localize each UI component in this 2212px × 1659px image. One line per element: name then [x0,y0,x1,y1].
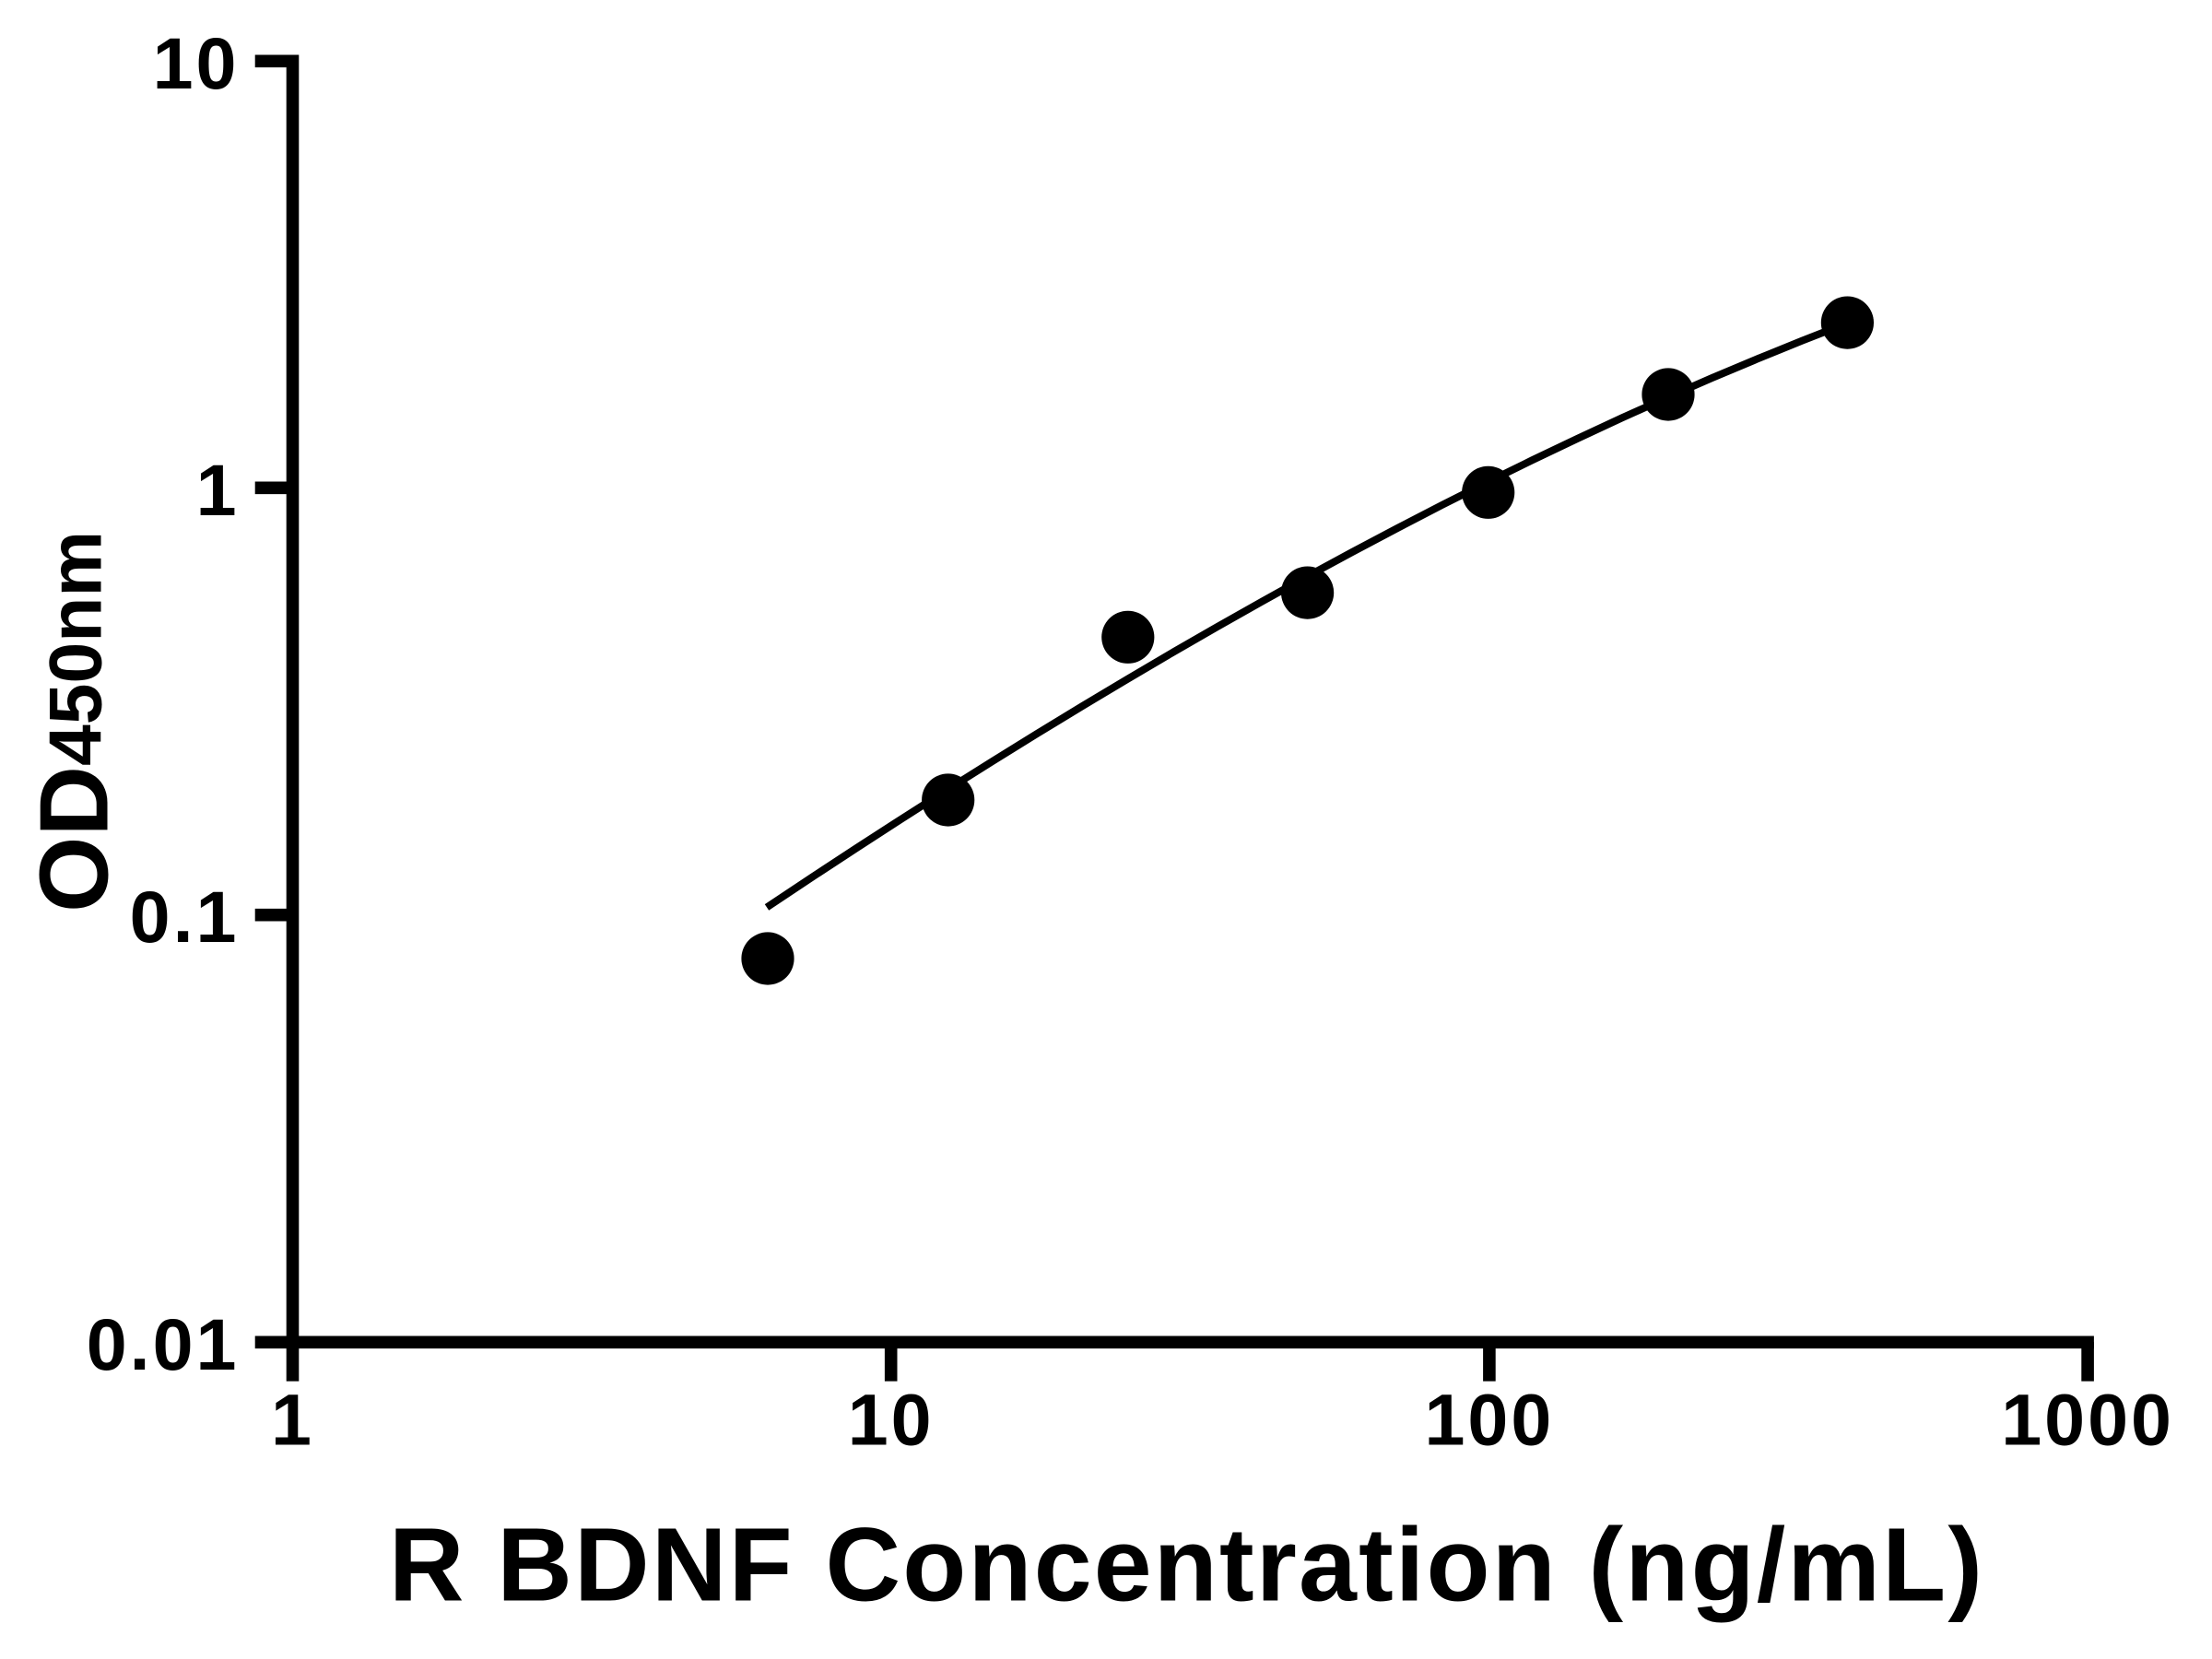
svg-text:1: 1 [196,449,240,531]
svg-text:10: 10 [153,22,240,104]
svg-text:R BDNF Concentration (ng/mL): R BDNF Concentration (ng/mL) [389,1507,1984,1623]
svg-text:10: 10 [848,1379,935,1461]
svg-text:OD450nm: OD450nm [20,531,129,912]
svg-text:0.01: 0.01 [87,1303,240,1385]
svg-text:1000: 1000 [2001,1379,2174,1461]
svg-text:0.1: 0.1 [130,876,240,958]
svg-text:100: 100 [1424,1379,1554,1461]
svg-text:1: 1 [271,1379,314,1461]
